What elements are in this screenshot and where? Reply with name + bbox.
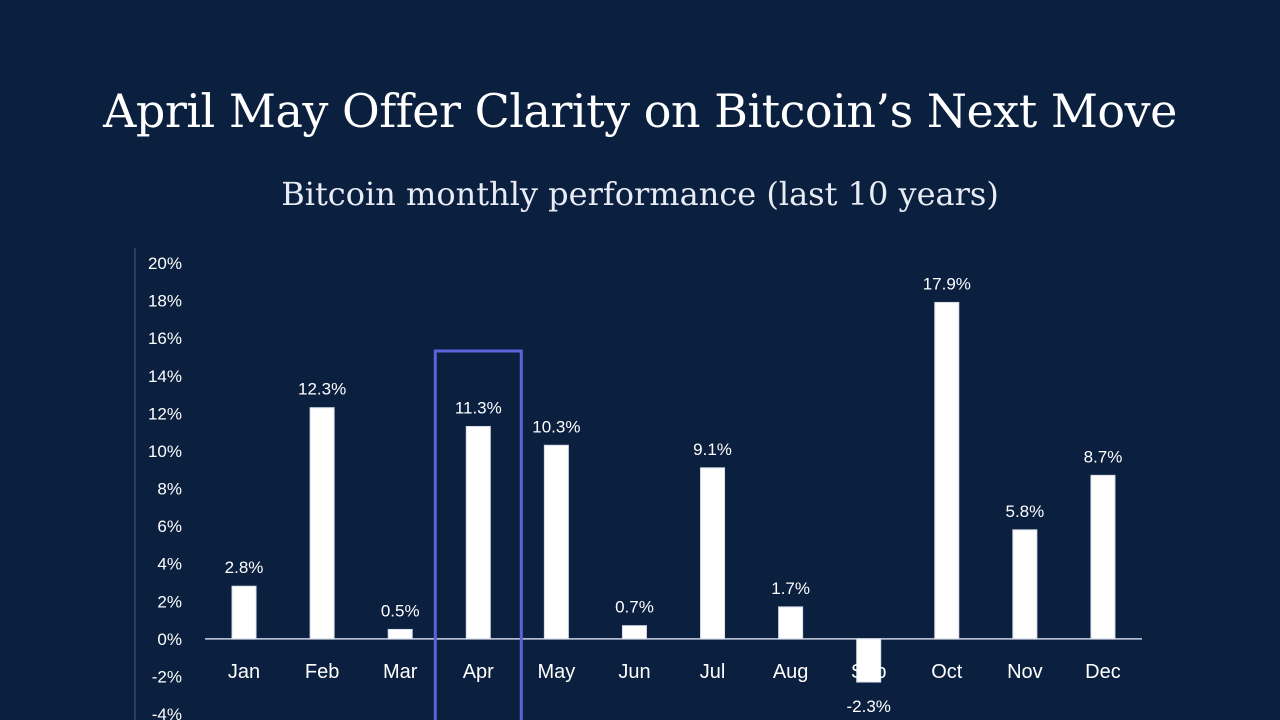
x-category-label: Sep <box>851 661 887 683</box>
value-label: 9.1% <box>693 440 732 459</box>
x-category-label: May <box>537 661 575 683</box>
bar-aug <box>778 606 804 640</box>
value-label: -2.3% <box>846 697 890 716</box>
y-tick-label: 14% <box>148 367 182 386</box>
bar-feb <box>309 407 335 640</box>
bar-oct <box>934 301 960 640</box>
x-category-label: Oct <box>931 661 963 683</box>
x-category-label: Mar <box>383 661 418 683</box>
value-label: 8.7% <box>1084 447 1123 466</box>
chart-subtitle: Bitcoin monthly performance (last 10 yea… <box>281 175 999 213</box>
x-category-label: Aug <box>773 661 809 683</box>
y-tick-label: -2% <box>152 667 182 686</box>
x-category-label: Dec <box>1085 661 1121 683</box>
bar-nov <box>1012 529 1038 640</box>
x-category-label: Jun <box>618 661 650 683</box>
x-category-label: Jul <box>700 661 726 683</box>
bar-may <box>543 444 569 640</box>
bar-apr <box>465 425 491 640</box>
y-tick-label: 18% <box>148 292 182 311</box>
y-tick-label: 10% <box>148 442 182 461</box>
x-category-label: Jan <box>228 661 260 683</box>
bar-jul <box>700 467 726 640</box>
y-tick-label: 12% <box>148 404 182 423</box>
y-tick-label: 4% <box>157 555 182 574</box>
value-label: 11.3% <box>455 398 502 417</box>
y-tick-label: 6% <box>157 517 182 536</box>
value-label: 5.8% <box>1006 502 1045 521</box>
bars <box>231 301 1116 683</box>
y-tick-labels: -4% -2% 0% 2% 4% 6% 8% 10% 12% 14% 16% 18% 20% <box>148 254 182 720</box>
y-tick-label: 0% <box>157 630 182 649</box>
value-label: 0.7% <box>615 598 654 617</box>
value-label: 10.3% <box>532 417 580 436</box>
value-label: 1.7% <box>771 579 810 598</box>
value-label: 12.3% <box>298 380 346 399</box>
x-category-label: Apr <box>463 661 494 683</box>
x-category-labels: Jan Feb Mar Apr May Jun Jul Aug Sep Oct Nov Dec <box>228 661 1121 683</box>
value-label: 0.5% <box>381 601 420 620</box>
chart-title: April May Offer Clarity on Bitcoin’s Nex… <box>103 84 1177 138</box>
y-tick-label: 2% <box>157 592 182 611</box>
y-tick-label: 16% <box>148 329 182 348</box>
x-category-label: Feb <box>305 661 339 683</box>
highlight-box <box>433 349 523 720</box>
bar-jan <box>231 585 257 640</box>
bar-jun <box>621 625 647 640</box>
bar-mar <box>387 628 413 640</box>
value-label: 2.8% <box>225 558 264 577</box>
bar-sep <box>856 638 882 683</box>
value-label: 17.9% <box>923 274 971 293</box>
y-tick-label: 20% <box>148 254 182 273</box>
y-tick-label: 8% <box>157 480 182 499</box>
x-category-label: Nov <box>1007 661 1043 683</box>
y-tick-label: -4% <box>152 705 182 720</box>
bar-dec <box>1090 474 1116 640</box>
value-labels: 2.8% 12.3% 0.5% 11.3% 10.3% 0.7% 9.1% 1.7% -2.3%… <box>225 274 1123 716</box>
